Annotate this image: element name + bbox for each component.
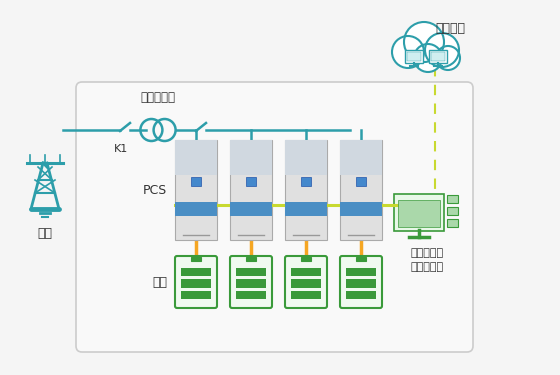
FancyBboxPatch shape	[291, 291, 321, 299]
FancyBboxPatch shape	[191, 257, 201, 261]
Text: 调度系统: 调度系统	[435, 22, 465, 35]
FancyBboxPatch shape	[291, 279, 321, 288]
FancyBboxPatch shape	[346, 291, 376, 299]
Text: 电池: 电池	[152, 276, 167, 288]
FancyBboxPatch shape	[301, 177, 311, 186]
FancyBboxPatch shape	[230, 202, 272, 216]
FancyBboxPatch shape	[340, 202, 382, 216]
FancyBboxPatch shape	[285, 256, 327, 308]
FancyBboxPatch shape	[230, 140, 272, 175]
FancyBboxPatch shape	[191, 177, 201, 186]
FancyBboxPatch shape	[405, 50, 423, 63]
FancyBboxPatch shape	[407, 52, 421, 61]
FancyBboxPatch shape	[346, 268, 376, 276]
FancyBboxPatch shape	[429, 50, 447, 63]
FancyBboxPatch shape	[246, 177, 256, 186]
FancyBboxPatch shape	[356, 257, 366, 261]
FancyBboxPatch shape	[181, 291, 211, 299]
FancyBboxPatch shape	[246, 257, 256, 261]
FancyBboxPatch shape	[291, 268, 321, 276]
Text: PCS: PCS	[143, 183, 167, 196]
FancyBboxPatch shape	[236, 279, 266, 288]
Text: K1: K1	[114, 144, 128, 154]
Text: 电网: 电网	[38, 227, 53, 240]
FancyBboxPatch shape	[285, 140, 327, 175]
Circle shape	[414, 44, 442, 72]
FancyBboxPatch shape	[398, 200, 440, 227]
Text: 储能电站能
源管理系统: 储能电站能 源管理系统	[410, 248, 444, 272]
FancyBboxPatch shape	[175, 202, 217, 216]
FancyBboxPatch shape	[447, 207, 458, 215]
FancyBboxPatch shape	[230, 256, 272, 308]
Circle shape	[392, 36, 424, 68]
FancyBboxPatch shape	[340, 256, 382, 308]
FancyBboxPatch shape	[175, 140, 217, 175]
FancyBboxPatch shape	[346, 279, 376, 288]
FancyBboxPatch shape	[285, 202, 327, 216]
FancyBboxPatch shape	[301, 257, 311, 261]
FancyBboxPatch shape	[181, 268, 211, 276]
FancyBboxPatch shape	[181, 279, 211, 288]
FancyBboxPatch shape	[431, 52, 445, 61]
FancyBboxPatch shape	[447, 195, 458, 203]
FancyBboxPatch shape	[236, 291, 266, 299]
Text: K2: K2	[194, 144, 208, 154]
Circle shape	[404, 22, 444, 62]
Text: 升压变压器: 升压变压器	[141, 91, 175, 104]
FancyBboxPatch shape	[394, 194, 444, 231]
FancyBboxPatch shape	[340, 140, 382, 240]
Circle shape	[425, 33, 459, 67]
Circle shape	[436, 46, 460, 70]
FancyBboxPatch shape	[175, 140, 217, 240]
FancyBboxPatch shape	[76, 82, 473, 352]
FancyBboxPatch shape	[230, 140, 272, 240]
FancyBboxPatch shape	[175, 256, 217, 308]
FancyBboxPatch shape	[356, 177, 366, 186]
FancyBboxPatch shape	[236, 268, 266, 276]
FancyBboxPatch shape	[447, 219, 458, 227]
FancyBboxPatch shape	[285, 140, 327, 240]
FancyBboxPatch shape	[340, 140, 382, 175]
